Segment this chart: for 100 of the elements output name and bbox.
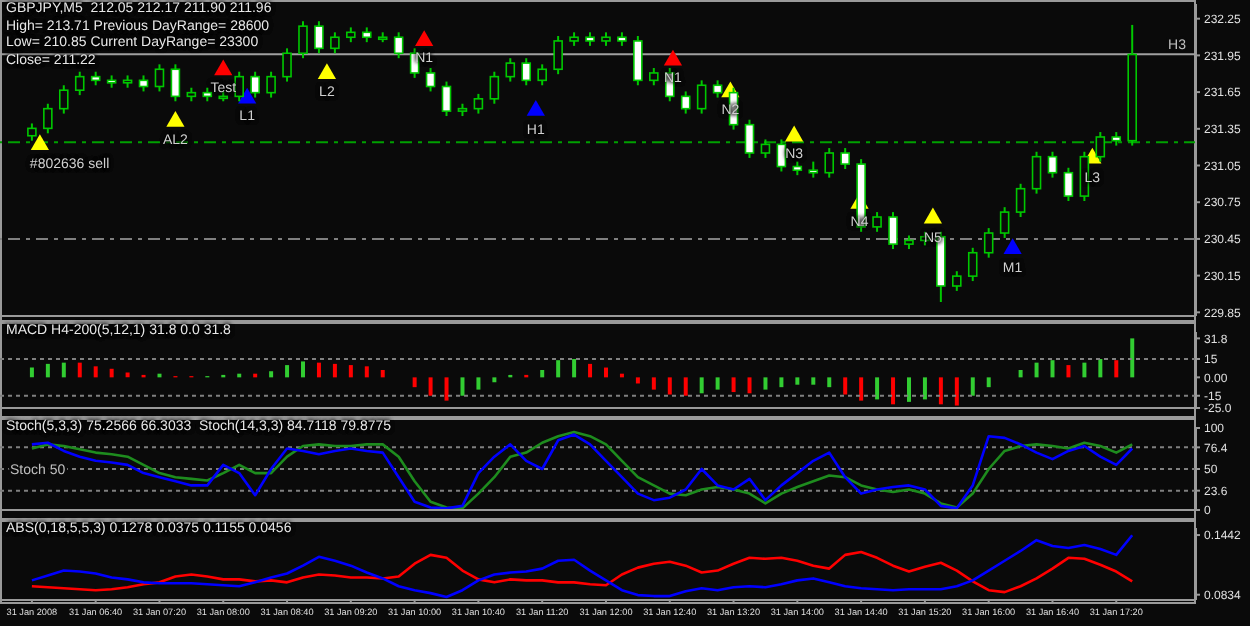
candlestick [888, 211, 898, 251]
candlestick [1031, 150, 1042, 195]
bar [1130, 338, 1135, 378]
candlestick [74, 70, 85, 97]
point [923, 207, 942, 224]
bar [938, 377, 943, 405]
bar [412, 377, 417, 388]
bar [61, 362, 66, 378]
candlestick [633, 35, 643, 87]
candlestick [489, 70, 500, 105]
point [415, 30, 434, 46]
point [663, 49, 683, 66]
bar [827, 377, 832, 388]
bar [843, 377, 848, 395]
bar [1098, 358, 1103, 378]
bar [651, 377, 656, 390]
bar [1114, 360, 1119, 378]
bar [444, 377, 449, 401]
bar [1066, 365, 1071, 378]
bar [492, 377, 497, 383]
candlestick [760, 138, 771, 159]
line-series [30, 550, 1134, 594]
bar [269, 371, 274, 378]
point [785, 125, 804, 142]
bar [604, 367, 608, 378]
bar [556, 360, 561, 378]
point [1003, 238, 1022, 254]
bar [1082, 362, 1087, 378]
bar [699, 377, 704, 394]
bar [332, 363, 337, 378]
bar [763, 377, 768, 390]
candlestick [840, 147, 850, 170]
bar [891, 377, 896, 405]
bar [1018, 370, 1023, 378]
candlestick [824, 147, 835, 179]
bar [476, 377, 481, 390]
line-series [30, 533, 1134, 599]
candlestick [696, 79, 707, 115]
bar [109, 368, 114, 378]
bar [954, 377, 959, 406]
candlestick [425, 67, 436, 93]
candlestick [1095, 131, 1106, 163]
candlestick [1015, 182, 1026, 219]
bar [635, 377, 640, 384]
bar [859, 377, 864, 401]
point [526, 99, 545, 116]
candlestick [521, 57, 532, 87]
candlestick [473, 92, 484, 115]
bar [795, 377, 800, 385]
bar [380, 370, 385, 378]
bar [285, 365, 290, 378]
bar [747, 377, 752, 394]
bar [316, 362, 321, 378]
bar [29, 367, 34, 378]
bar [301, 361, 306, 378]
candlestick [170, 63, 181, 103]
bar [986, 377, 991, 388]
bar [540, 370, 545, 378]
point [238, 87, 257, 104]
point [317, 63, 337, 80]
candlestick [967, 246, 978, 283]
bar [875, 377, 880, 400]
candlestick [298, 20, 308, 60]
bar [348, 365, 353, 378]
candlestick [250, 70, 260, 99]
candlestick [744, 118, 755, 159]
bar [572, 358, 577, 378]
candlestick [983, 227, 994, 259]
bar [428, 377, 433, 396]
candlestick [266, 70, 276, 99]
candlestick [282, 47, 292, 83]
bar [77, 362, 82, 378]
candlestick [43, 102, 53, 135]
bar [588, 363, 593, 378]
candlestick [154, 63, 165, 93]
bar [731, 377, 736, 393]
bar [45, 363, 50, 378]
bar [970, 377, 975, 396]
candlestick [58, 84, 69, 115]
candlestick [505, 57, 516, 83]
point [30, 134, 49, 150]
candlestick [330, 31, 340, 55]
bar [93, 366, 98, 378]
bar [125, 372, 130, 378]
point [166, 110, 185, 127]
candlestick [441, 80, 452, 118]
candlestick [553, 35, 563, 76]
bar [683, 377, 688, 396]
candlestick [314, 20, 324, 55]
bar [1034, 362, 1039, 378]
candlestick [1047, 150, 1058, 179]
bar [364, 366, 369, 378]
candlestick [393, 31, 404, 60]
bar [460, 377, 465, 396]
bar [922, 377, 927, 400]
bar [906, 377, 911, 402]
point [214, 59, 233, 76]
bar [811, 377, 816, 385]
candlestick [537, 63, 547, 87]
candlestick [872, 211, 882, 233]
